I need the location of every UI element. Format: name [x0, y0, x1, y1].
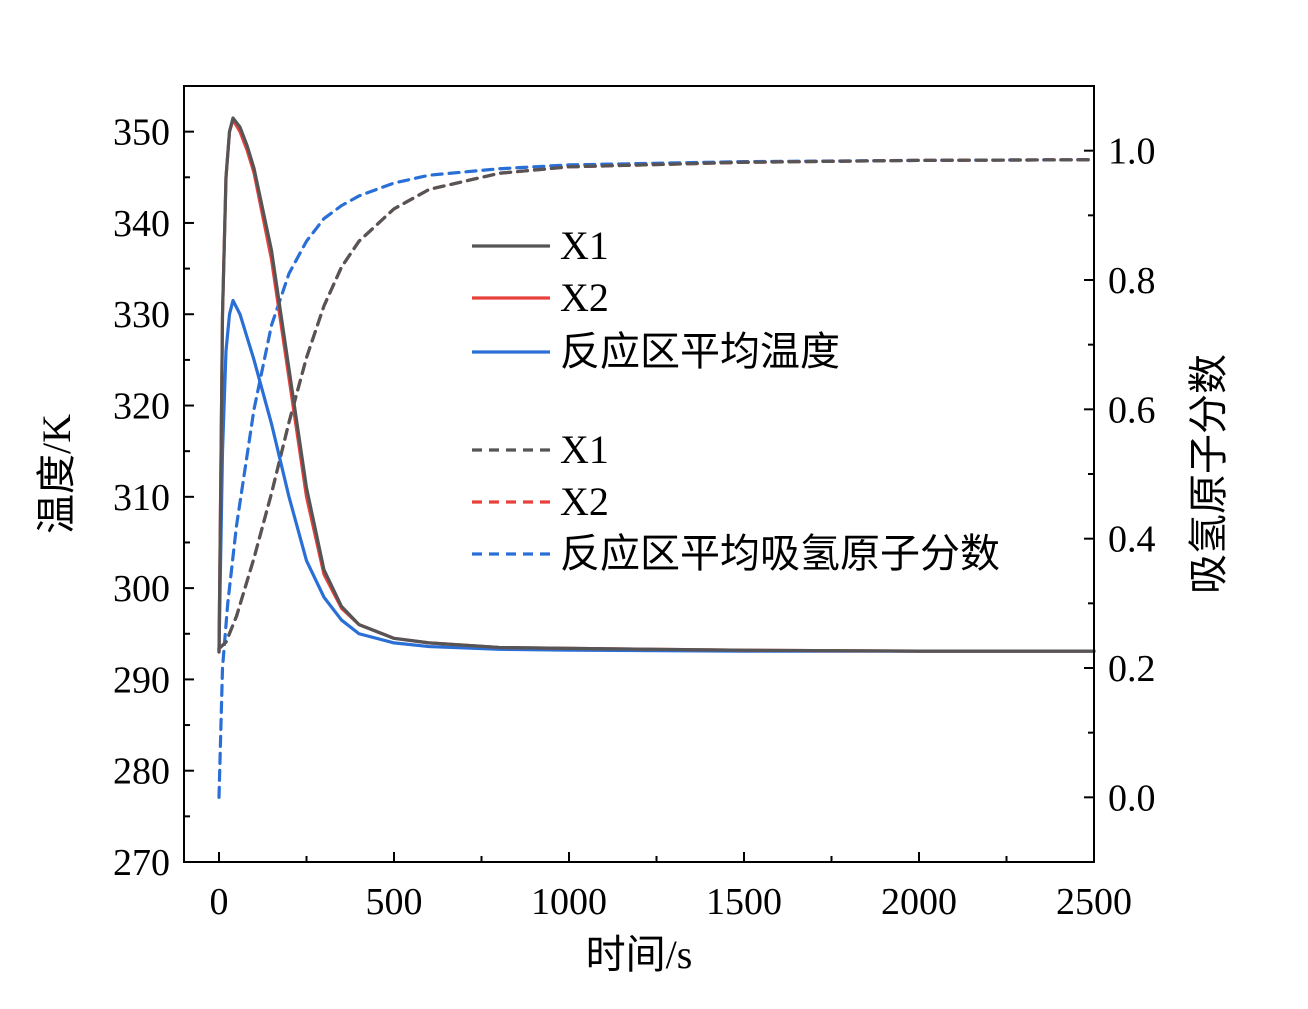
y2-tick-label: 0.0	[1108, 777, 1156, 819]
x-tick-label: 1500	[706, 881, 782, 923]
y2-tick-label: 0.4	[1108, 519, 1156, 561]
x-tick-label: 2500	[1056, 881, 1132, 923]
y-tick-label: 290	[113, 659, 170, 701]
series-line-dashed-3	[217, 158, 1096, 651]
y-tick-label: 280	[113, 751, 170, 793]
legend-label: X2	[560, 275, 609, 320]
series-layer	[217, 116, 1096, 799]
y2-tick-label: 0.2	[1108, 648, 1156, 690]
y-tick-label: 350	[113, 112, 170, 154]
y2-tick-label: 0.6	[1108, 389, 1156, 431]
y-tick-label: 330	[113, 294, 170, 336]
x-axis-title: 时间/s	[586, 932, 693, 977]
x-tick-label: 2000	[881, 881, 957, 923]
y-tick-label: 300	[113, 568, 170, 610]
legend-label: X2	[560, 479, 609, 524]
y-tick-label: 270	[113, 842, 170, 884]
series-line-solid-2	[217, 298, 1096, 654]
x-axis: 0 500 1000 1500 2000 2500	[210, 852, 1132, 923]
legend-label: 反应区平均温度	[560, 329, 840, 374]
series-line-dashed-5	[217, 158, 1096, 799]
y2-tick-label: 0.8	[1108, 260, 1156, 302]
series-line-solid-0	[217, 116, 1096, 654]
x-tick-label: 1000	[531, 881, 607, 923]
y-tick-label: 320	[113, 386, 170, 428]
y2-axis-title: 吸氢原子分数	[1186, 354, 1231, 594]
legend-label: 反应区平均吸氢原子分数	[560, 531, 1000, 576]
y2-tick-label: 1.0	[1108, 131, 1156, 173]
legend: X1 X2 反应区平均温度 X1 X2 反应区平均吸氢原子分数	[472, 223, 1000, 576]
y-tick-label: 310	[113, 477, 170, 519]
legend-label: X1	[560, 427, 609, 472]
y-axis-title: 温度/K	[34, 414, 79, 534]
x-tick-label: 500	[366, 881, 423, 923]
y-axis-right: 0.0 0.2 0.4 0.6 0.8 1.0	[1084, 85, 1156, 863]
legend-label: X1	[560, 223, 609, 268]
y-tick-label: 340	[113, 203, 170, 245]
y-axis-left: 270 280 290 300 310 320 330 340 350	[113, 85, 194, 884]
x-tick-label: 0	[210, 881, 229, 923]
